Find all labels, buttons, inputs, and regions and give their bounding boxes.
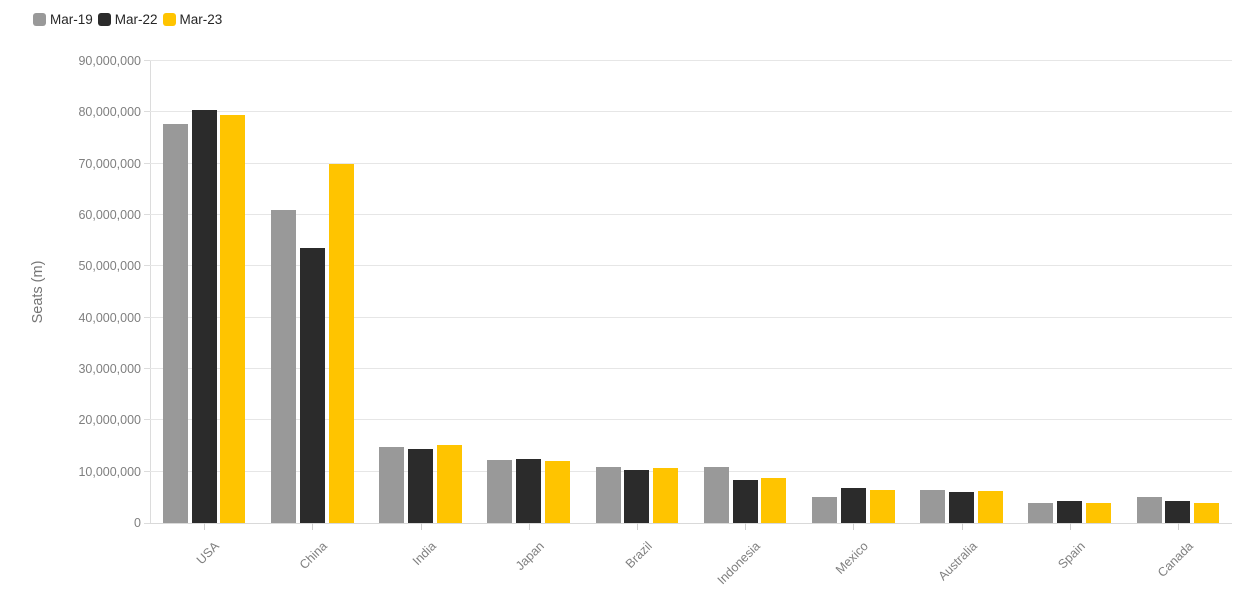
bar-mar-23-mexico[interactable] bbox=[869, 490, 895, 523]
gridline bbox=[150, 368, 1232, 369]
bar-mar-19-usa[interactable] bbox=[162, 124, 188, 523]
bar-mar-22-brazil[interactable] bbox=[624, 470, 650, 523]
y-axis-tick-label: 90,000,000 bbox=[78, 54, 141, 68]
bar-mar-19-spain[interactable] bbox=[1028, 503, 1054, 523]
x-axis-tick bbox=[312, 523, 314, 530]
y-axis-tick-label: 30,000,000 bbox=[78, 362, 141, 376]
x-axis-label-spain: Spain bbox=[1055, 539, 1088, 572]
bar-mar-19-canada[interactable] bbox=[1136, 497, 1162, 523]
gridline bbox=[150, 265, 1232, 267]
gridline bbox=[150, 523, 1232, 524]
legend-swatch-mar-22 bbox=[97, 13, 111, 26]
x-axis-tick bbox=[961, 523, 963, 530]
bar-mar-23-brazil[interactable] bbox=[653, 468, 679, 523]
bar-mar-19-india[interactable] bbox=[379, 447, 405, 523]
gridline bbox=[150, 162, 1232, 164]
y-axis-tick bbox=[144, 214, 150, 215]
y-axis-tick-label: 20,000,000 bbox=[78, 413, 141, 428]
x-axis-label-brazil: Brazil bbox=[622, 539, 655, 572]
y-axis-line bbox=[150, 61, 151, 523]
legend-label: Mar-23 bbox=[179, 12, 223, 27]
bar-mar-19-australia[interactable] bbox=[920, 490, 946, 523]
bar-mar-19-brazil[interactable] bbox=[595, 467, 621, 523]
y-axis-tick bbox=[144, 111, 150, 113]
y-axis-tick bbox=[144, 60, 150, 61]
gridline bbox=[150, 111, 1232, 113]
x-axis-tick bbox=[528, 523, 530, 530]
x-axis-label-china: China bbox=[297, 539, 331, 573]
y-axis-tick bbox=[144, 419, 150, 421]
bar-mar-19-china[interactable] bbox=[271, 210, 297, 523]
x-axis-label-usa: USA bbox=[193, 539, 223, 568]
bar-mar-22-usa[interactable] bbox=[191, 110, 217, 523]
x-axis-label-canada: Canada bbox=[1154, 539, 1196, 580]
bar-mar-22-indonesia[interactable] bbox=[732, 480, 758, 523]
x-axis-tick bbox=[745, 523, 747, 530]
y-axis-tick-label: 0 bbox=[134, 516, 141, 530]
legend-swatch-mar-19 bbox=[33, 13, 46, 26]
legend-swatch-mar-23 bbox=[162, 13, 176, 26]
bar-mar-23-canada[interactable] bbox=[1194, 503, 1220, 523]
y-axis-tick bbox=[144, 470, 150, 472]
bar-mar-19-indonesia[interactable] bbox=[703, 467, 729, 523]
y-axis-tick-label: 70,000,000 bbox=[78, 156, 141, 171]
gridline bbox=[150, 316, 1232, 318]
gridline bbox=[150, 419, 1232, 421]
bar-mar-19-mexico[interactable] bbox=[812, 497, 838, 523]
y-axis-labels: 0 10,000,000 20,000,000 30,000,000 40,000,00… bbox=[0, 54, 141, 530]
x-axis-tick bbox=[853, 523, 855, 530]
y-axis-tick-label: 80,000,000 bbox=[78, 105, 141, 120]
legend-label: Mar-22 bbox=[114, 12, 158, 27]
x-axis-tick bbox=[420, 523, 422, 530]
bar-mar-22-spain[interactable] bbox=[1057, 501, 1083, 523]
chart-legend: Mar-19 Mar-22 Mar-23 bbox=[33, 13, 227, 26]
gridline bbox=[150, 214, 1232, 215]
bar-mar-23-indonesia[interactable] bbox=[761, 478, 787, 523]
legend-item-mar-22[interactable]: Mar-22 bbox=[97, 12, 158, 27]
y-axis-tick bbox=[144, 523, 150, 524]
x-axis-label-indonesia: Indonesia bbox=[714, 539, 763, 588]
x-axis-tick bbox=[1177, 523, 1179, 530]
bar-mar-23-spain[interactable] bbox=[1085, 503, 1111, 523]
gridline bbox=[150, 60, 1232, 61]
y-axis-tick bbox=[144, 316, 150, 318]
bar-mar-22-india[interactable] bbox=[408, 449, 433, 523]
plot-area bbox=[144, 60, 1232, 530]
y-axis-tick bbox=[144, 265, 150, 267]
x-axis-label-mexico: Mexico bbox=[833, 539, 872, 577]
y-axis-tick bbox=[144, 162, 150, 164]
bar-mar-22-australia[interactable] bbox=[949, 492, 974, 523]
x-axis-labels: USA China India Japan Brazil Indonesia Mexico A… bbox=[150, 523, 1232, 597]
gridline bbox=[150, 470, 1232, 472]
bar-mar-23-australia[interactable] bbox=[977, 491, 1003, 523]
x-axis-label-australia: Australia bbox=[935, 539, 980, 584]
bar-mar-23-usa[interactable] bbox=[220, 115, 246, 523]
x-axis-label-india: India bbox=[409, 539, 439, 569]
y-axis-tick-label: 40,000,000 bbox=[78, 310, 141, 325]
bar-mar-23-china[interactable] bbox=[328, 164, 354, 523]
bar-mar-22-canada[interactable] bbox=[1165, 501, 1191, 523]
bar-mar-23-japan[interactable] bbox=[544, 461, 570, 523]
bar-mar-22-mexico[interactable] bbox=[840, 488, 866, 523]
y-axis-tick-label: 50,000,000 bbox=[78, 259, 141, 274]
y-axis-tick-label: 60,000,000 bbox=[78, 208, 141, 222]
x-axis-tick bbox=[204, 523, 206, 530]
legend-item-mar-23[interactable]: Mar-23 bbox=[162, 12, 223, 27]
y-axis-tick-label: 10,000,000 bbox=[78, 464, 141, 479]
y-axis-tick bbox=[144, 368, 150, 369]
bar-mar-23-india[interactable] bbox=[436, 445, 462, 523]
bar-mar-22-japan[interactable] bbox=[516, 459, 542, 523]
x-axis-tick bbox=[1069, 523, 1071, 530]
x-axis-label-japan: Japan bbox=[512, 539, 547, 573]
bar-mar-19-japan[interactable] bbox=[487, 460, 513, 523]
x-axis-tick bbox=[636, 523, 638, 530]
legend-item-mar-19[interactable]: Mar-19 bbox=[33, 13, 93, 26]
bar-mar-22-china[interactable] bbox=[299, 248, 325, 523]
legend-label: Mar-19 bbox=[50, 12, 93, 27]
